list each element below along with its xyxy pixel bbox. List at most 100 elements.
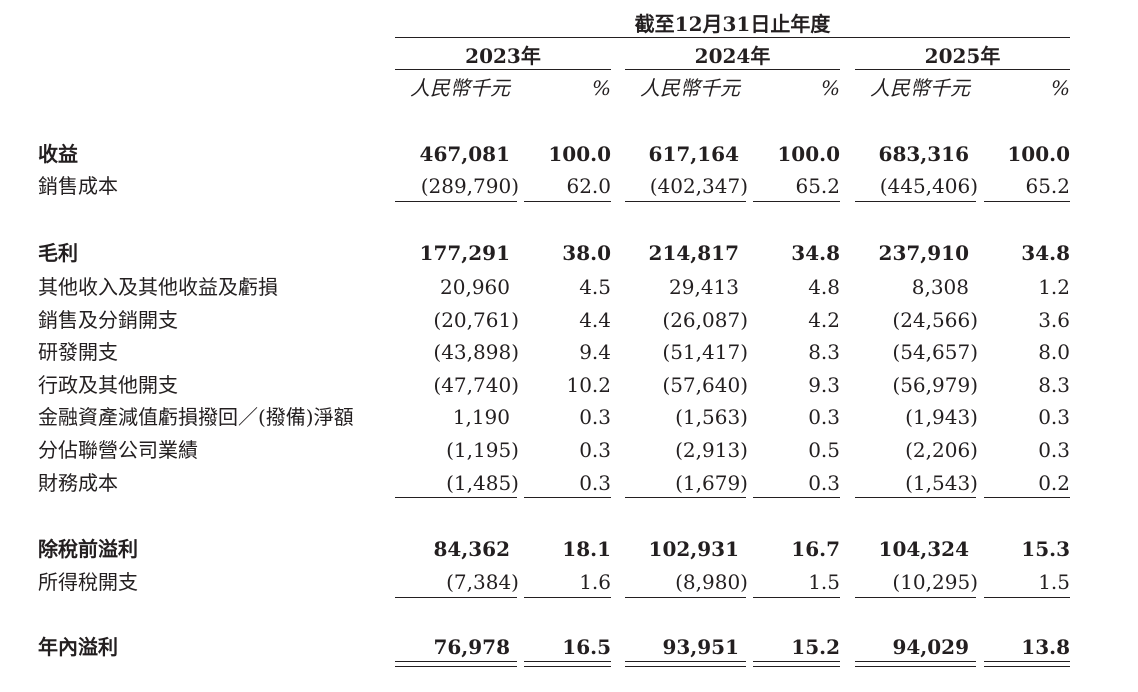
amount-cell: 76,978 [433,635,510,659]
total-double-rule [855,661,976,662]
percent-cell: 1.2 [1038,275,1070,299]
percent-cell: 4.5 [579,275,611,299]
subtotal-rule [524,497,611,498]
amount-cell: (1,943) [905,405,978,429]
unit-amount-label: 人民幣千元 [410,76,510,100]
subtotal-rule [395,497,517,498]
percent-cell: 65.2 [1025,174,1070,198]
year-rule [395,69,611,70]
percent-cell: 3.6 [1038,308,1070,332]
percent-cell: 0.3 [579,438,611,462]
percent-cell: 18.1 [562,537,611,561]
subtotal-rule [395,597,517,598]
percent-cell: 16.5 [562,635,611,659]
row-label: 銷售及分銷開支 [38,308,178,332]
row-label: 銷售成本 [38,174,118,198]
amount-cell: 93,951 [662,635,739,659]
subtotal-rule [753,597,840,598]
percent-cell: 16.7 [791,537,840,561]
amount-cell: 102,931 [648,537,739,561]
percent-cell: 4.4 [579,308,611,332]
amount-cell: (43,898) [433,340,519,364]
unit-amount-label: 人民幣千元 [640,76,740,100]
row-label-total: 收益 [38,142,78,166]
unit-pct-label: % [820,76,840,100]
amount-cell: (1,543) [905,471,978,495]
year-rule [625,69,840,70]
percent-cell: 0.3 [579,471,611,495]
amount-cell: (24,566) [892,308,978,332]
year-header: 2023年 [465,44,541,68]
amount-cell: (51,417) [662,340,748,364]
amount-cell: 617,164 [648,142,739,166]
amount-cell: (1,195) [446,438,519,462]
percent-cell: 34.8 [1021,241,1070,265]
percent-cell: 13.8 [1021,635,1070,659]
row-label-total: 年內溢利 [38,635,118,659]
amount-cell: (2,206) [905,438,978,462]
row-label: 所得稅開支 [38,570,138,594]
subtotal-rule [524,201,611,202]
amount-cell: (26,087) [662,308,748,332]
total-double-rule [984,666,1070,667]
row-label-total: 除稅前溢利 [38,537,138,561]
percent-cell: 1.5 [808,570,840,594]
amount-cell: 1,190 [452,405,510,429]
period-header: 截至12月31日止年度 [634,12,831,36]
amount-cell: (1,563) [675,405,748,429]
subtotal-rule [984,597,1070,598]
amount-cell: 29,413 [669,275,739,299]
subtotal-rule [753,497,840,498]
amount-cell: (2,913) [675,438,748,462]
amount-cell: 84,362 [433,537,510,561]
row-label: 分佔聯營公司業績 [38,438,198,462]
year-header: 2025年 [924,44,1001,68]
percent-cell: 0.2 [1038,471,1070,495]
unit-pct-label: % [1050,76,1070,100]
percent-cell: 4.2 [808,308,840,332]
amount-cell: 237,910 [878,241,969,265]
percent-cell: 0.3 [579,405,611,429]
total-double-rule [524,661,611,662]
year-rule [855,69,1070,70]
percent-cell: 100.0 [1007,142,1070,166]
amount-cell: 214,817 [648,241,739,265]
amount-cell: 104,324 [878,537,969,561]
percent-cell: 0.3 [1038,438,1070,462]
subtotal-rule [984,497,1070,498]
amount-cell: 683,316 [878,142,969,166]
subtotal-rule [625,497,746,498]
row-label: 財務成本 [38,471,118,495]
percent-cell: 0.5 [808,438,840,462]
amount-cell: (402,347) [649,174,748,198]
percent-cell: 8.3 [1038,373,1070,397]
percent-cell: 1.6 [579,570,611,594]
total-double-rule [395,666,517,667]
amount-cell: (8,980) [675,570,748,594]
amount-cell: (56,979) [892,373,978,397]
row-label: 金融資產減值虧損撥回／(撥備)淨額 [38,405,354,429]
row-label-total: 毛利 [38,241,78,265]
percent-cell: 100.0 [777,142,840,166]
unit-pct-label: % [591,76,611,100]
amount-cell: 8,308 [911,275,969,299]
total-double-rule [625,666,746,667]
year-header: 2024年 [694,44,771,68]
amount-cell: (57,640) [662,373,748,397]
amount-cell: (289,790) [420,174,519,198]
subtotal-rule [855,497,976,498]
percent-cell: 8.0 [1038,340,1070,364]
total-double-rule [524,666,611,667]
row-label: 行政及其他開支 [38,373,178,397]
percent-cell: 38.0 [562,241,611,265]
percent-cell: 9.4 [579,340,611,364]
amount-cell: (1,679) [675,471,748,495]
unit-amount-label: 人民幣千元 [870,76,970,100]
total-double-rule [984,661,1070,662]
amount-cell: (7,384) [446,570,519,594]
subtotal-rule [984,201,1070,202]
percent-cell: 10.2 [566,373,611,397]
subtotal-rule [625,597,746,598]
subtotal-rule [753,201,840,202]
percent-cell: 0.3 [1038,405,1070,429]
